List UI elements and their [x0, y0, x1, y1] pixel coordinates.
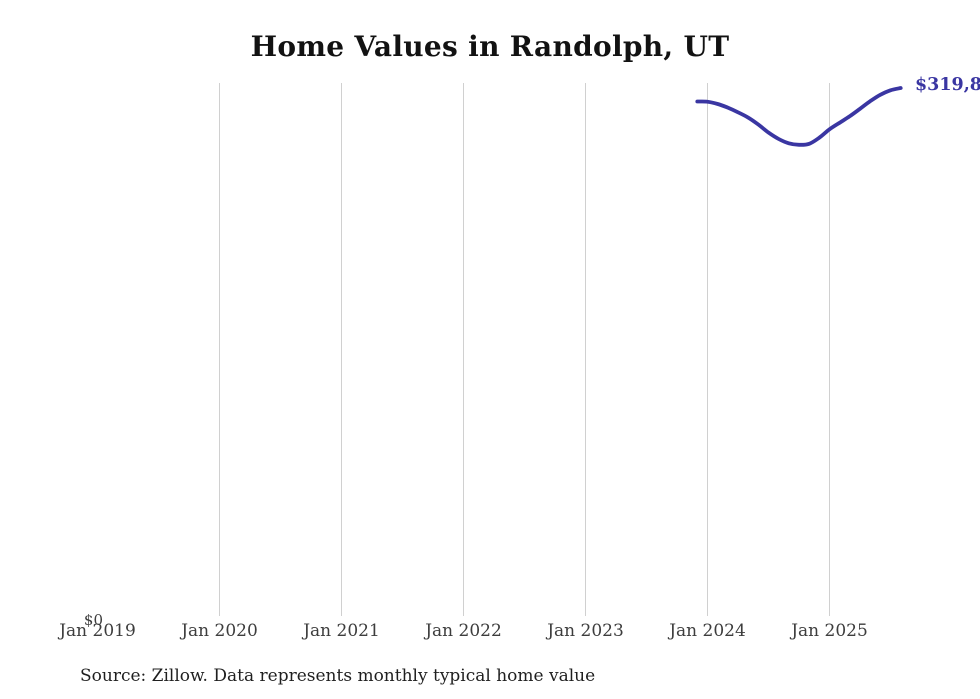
- x-axis-tick-label: Jan 2019: [59, 621, 136, 641]
- source-note: Source: Zillow. Data represents monthly …: [80, 666, 596, 686]
- y-axis-zero-tick-label: $0: [83, 611, 103, 629]
- home-value-line: [695, 86, 903, 147]
- x-axis-tick-label: Jan 2023: [547, 621, 624, 641]
- year-gridlines: [219, 83, 830, 616]
- x-axis-tick-label: Jan 2024: [669, 621, 746, 641]
- x-axis-tick-label: Jan 2021: [303, 621, 380, 641]
- x-axis-tick-label: Jan 2022: [425, 621, 502, 641]
- x-axis-tick-label: Jan 2025: [791, 621, 868, 641]
- chart-title: Home Values in Randolph, UT: [250, 30, 730, 63]
- latest-value-label: $319,800: [915, 75, 980, 95]
- x-axis-tick-label: Jan 2020: [181, 621, 258, 641]
